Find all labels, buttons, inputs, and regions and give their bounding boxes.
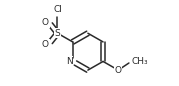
Text: O: O xyxy=(42,40,49,49)
Text: CH₃: CH₃ xyxy=(131,57,148,66)
Text: Cl: Cl xyxy=(53,5,62,14)
Text: O: O xyxy=(42,18,49,27)
Text: N: N xyxy=(66,57,73,66)
Text: S: S xyxy=(55,29,60,38)
Text: O: O xyxy=(115,66,122,75)
